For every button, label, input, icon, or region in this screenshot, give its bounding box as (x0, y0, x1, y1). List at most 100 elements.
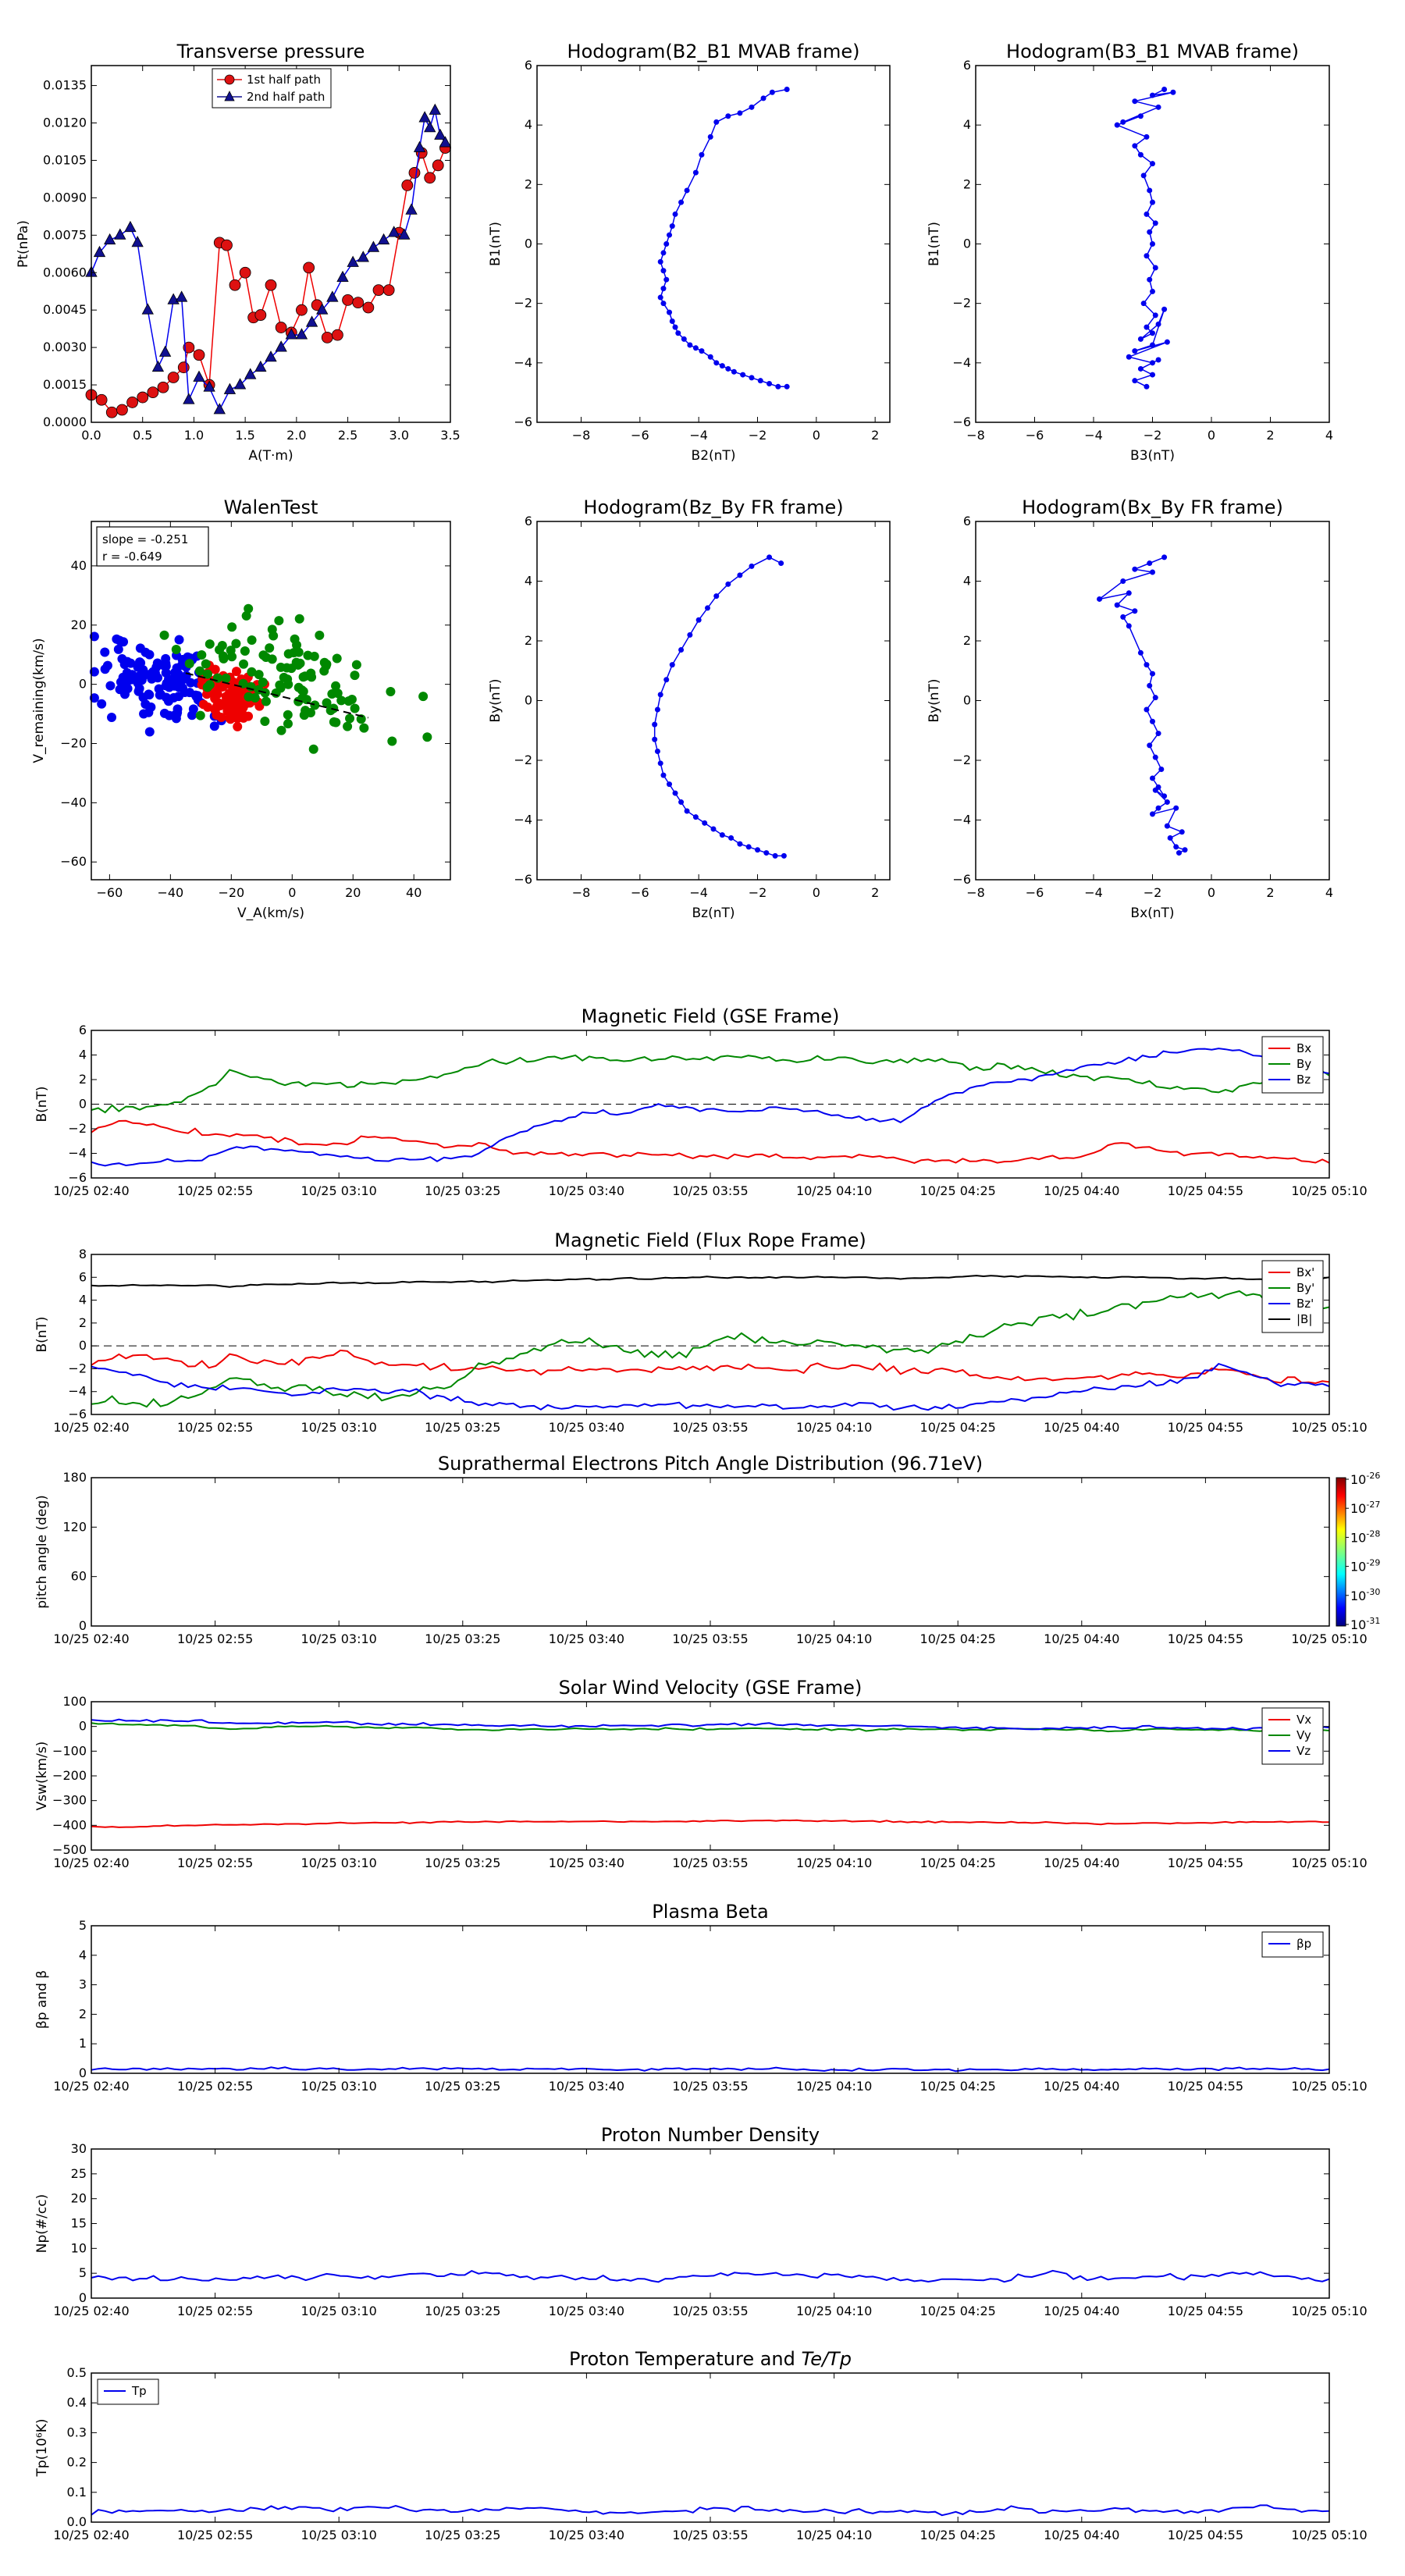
plot-frame (91, 1254, 1330, 1415)
data-point (296, 304, 308, 316)
x-tick-label: 10/25 02:55 (177, 2304, 253, 2318)
hodogram-point (687, 342, 693, 348)
y-tick-label: 5 (79, 2265, 87, 2280)
walen-point-blue (159, 708, 169, 718)
x-tick-label: −8 (966, 885, 985, 900)
hodogram-point (725, 113, 731, 119)
hodogram-point (1173, 844, 1179, 850)
hodogram-path (660, 88, 788, 388)
hodogram-point (755, 847, 760, 853)
y-tick-label: 0.3 (67, 2425, 87, 2439)
x-axis-label: Bx(nT) (1130, 906, 1174, 921)
data-point (352, 297, 365, 309)
x-tick-label: −4 (1084, 428, 1103, 443)
x-tick-label: 10/25 04:40 (1044, 1183, 1119, 1198)
walen-point-green (276, 725, 286, 735)
hodogram-point (1164, 799, 1170, 806)
walen-point-green (336, 696, 347, 706)
hodogram-point (1155, 357, 1161, 363)
walen-point-red (210, 704, 220, 714)
hodogram-point (745, 844, 752, 850)
hodogram-point (713, 593, 720, 600)
walen-point-green (333, 688, 343, 699)
hodogram-point (713, 119, 720, 125)
data-point (105, 406, 118, 418)
hodogram-point (719, 363, 725, 369)
data-point (223, 382, 237, 394)
y-tick-label: 0 (79, 1719, 87, 1734)
x-tick-label: −2 (749, 428, 767, 443)
y-tick-label: −100 (52, 1743, 87, 1758)
hodogram-point (1126, 623, 1132, 629)
walen-point-green (347, 694, 357, 704)
walen-point-green (261, 653, 271, 663)
chart-title: Proton Temperature and Te/Tp (569, 2348, 852, 2370)
y-axis-label: By(nT) (488, 678, 503, 722)
x-tick-label: 10/25 03:55 (672, 2079, 748, 2094)
hodogram-point (772, 852, 778, 859)
panel-beta: Plasma Beta 0 1 2 3 4 5 10/25 02:40 10/25 02:55 1… (34, 1901, 1368, 2094)
x-tick-label: 10/25 04:40 (1044, 2528, 1119, 2542)
x-tick-label: 10/25 02:40 (53, 1420, 129, 1435)
hodogram-point (1150, 372, 1155, 378)
y-tick-label: −4 (514, 355, 532, 370)
hodogram-point (1155, 805, 1161, 811)
hodogram-point (1132, 98, 1138, 105)
y-tick-label: 0.2 (67, 2455, 87, 2470)
data-point (254, 360, 267, 372)
data-point (424, 121, 436, 133)
hodogram-point (760, 95, 767, 101)
hodogram-point (1144, 324, 1150, 330)
walen-point-green (184, 659, 194, 669)
hodogram-point (667, 781, 672, 788)
hodogram-path (1099, 557, 1186, 854)
x-tick-label: −2 (1144, 885, 1162, 900)
data-point (367, 240, 380, 252)
walen-point-blue (152, 658, 162, 668)
series-line-By' (91, 1290, 1330, 1408)
y-tick-label: 0.0075 (43, 227, 87, 242)
x-tick-label: 10/25 03:10 (301, 1420, 377, 1435)
walen-point-blue (122, 667, 132, 678)
hodogram-point (725, 581, 731, 587)
x-tick-label: 4 (1325, 428, 1333, 443)
y-tick-label: −40 (60, 795, 87, 809)
series-line-Bz (91, 1048, 1330, 1167)
y-tick-label: 2 (963, 176, 971, 191)
y-tick-label: 10 (71, 2240, 87, 2255)
hodogram-point (1176, 850, 1182, 856)
panel-bgse: Magnetic Field (GSE Frame) −6 −4 −2 0 2 4 6 10/2… (34, 1005, 1368, 1198)
walen-point-green (171, 644, 181, 654)
hodogram-point (707, 354, 713, 360)
data-point (388, 226, 400, 237)
walen-point-blue (100, 664, 110, 674)
walen-point-blue (89, 693, 99, 703)
walen-point-green (307, 672, 317, 682)
walen-point-green (294, 614, 304, 624)
walen-point-green (261, 696, 271, 706)
data-point (167, 372, 180, 383)
y-tick-label: −4 (514, 813, 532, 827)
y-axis-label: Pt(nPa) (16, 220, 31, 268)
y-tick-label: 8 (79, 1247, 87, 1261)
data-point (434, 128, 446, 140)
panel-tp: 0.0 0.1 0.2 0.3 0.4 0.5 10/25 02:40 10/25 02:55… (34, 2348, 1368, 2542)
data-point (147, 386, 159, 399)
y-tick-label: −2 (68, 1361, 87, 1375)
walen-point-green (331, 681, 341, 691)
walen-point-blue (119, 689, 130, 699)
y-tick-label: 60 (71, 1569, 87, 1584)
x-axis-label: Bz(nT) (692, 906, 735, 921)
x-tick-label: −6 (631, 428, 649, 443)
hodogram-point (737, 572, 743, 578)
hodogram-point (1137, 365, 1144, 372)
walen-point-blue (209, 721, 219, 731)
y-tick-label: −500 (52, 1842, 87, 1857)
y-tick-label: −20 (60, 736, 87, 751)
x-tick-label: 2 (1266, 885, 1274, 900)
y-tick-label: −4 (952, 813, 971, 827)
walen-point-green (247, 667, 257, 677)
x-tick-label: −4 (689, 428, 708, 443)
x-tick-label: 10/25 04:10 (796, 1420, 872, 1435)
y-tick-label: 0.0105 (43, 152, 87, 167)
